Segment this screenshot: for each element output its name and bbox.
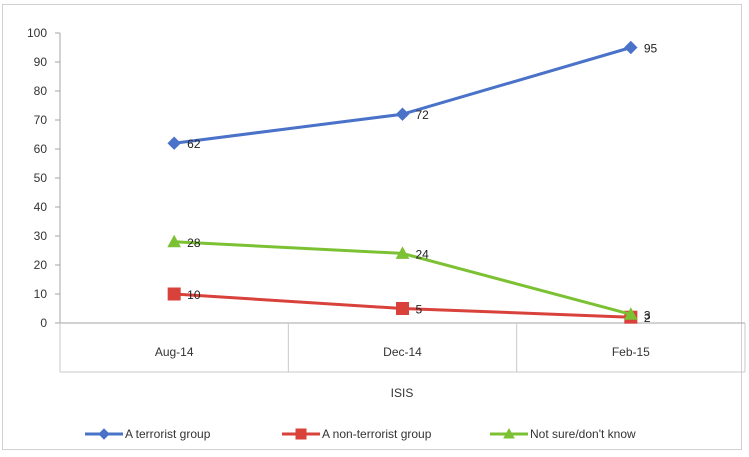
data-point <box>623 307 638 320</box>
legend-marker <box>503 427 515 439</box>
y-tick-label: 80 <box>34 84 48 98</box>
data-point <box>395 246 410 259</box>
data-label: 24 <box>416 247 430 261</box>
legend-label: Not sure/don't know <box>530 427 636 441</box>
chart-axes: 0 10 20 30 40 50 60 70 80 90 100 Aug-14 Dec-14 Feb-15 <box>27 26 746 373</box>
data-label: 72 <box>416 108 430 122</box>
y-tick-label: 40 <box>34 200 48 214</box>
chart-frame <box>2 4 742 450</box>
x-tick-label: Dec-14 <box>383 345 422 359</box>
y-tick-label: 100 <box>27 26 47 40</box>
chart-legend: A terrorist group A non-terrorist group No… <box>85 427 636 441</box>
data-point <box>396 302 409 315</box>
data-point <box>167 287 181 301</box>
data-point <box>395 107 410 121</box>
data-point <box>167 136 181 150</box>
y-tick-label: 70 <box>34 113 48 127</box>
data-label: 62 <box>187 137 201 151</box>
legend-marker <box>295 428 307 440</box>
data-label: 10 <box>187 288 201 302</box>
series-line <box>173 46 632 145</box>
chart-series: 62 72 95 10 5 2 28 24 3 <box>167 40 658 325</box>
legend-label: A non-terrorist group <box>322 427 432 441</box>
data-point <box>167 234 182 248</box>
y-tick-label: 90 <box>34 55 48 69</box>
data-label: 28 <box>187 236 201 250</box>
legend-marker <box>98 428 110 440</box>
data-label: 3 <box>644 308 651 322</box>
x-tick-label: Aug-14 <box>155 345 194 359</box>
data-label: 5 <box>416 303 423 317</box>
data-label: 2 <box>644 311 651 325</box>
y-tick-label: 60 <box>34 142 48 156</box>
data-label: 95 <box>644 42 658 56</box>
y-tick-label: 20 <box>34 258 48 272</box>
x-axis-label: ISIS <box>391 386 414 400</box>
legend-label: A terrorist group <box>125 427 211 441</box>
y-tick-label: 50 <box>34 171 48 185</box>
y-tick-label: 0 <box>40 316 47 330</box>
x-tick-label: Feb-15 <box>612 345 650 359</box>
y-tick-label: 30 <box>34 229 48 243</box>
data-point <box>624 40 638 55</box>
y-tick-label: 10 <box>34 287 48 301</box>
